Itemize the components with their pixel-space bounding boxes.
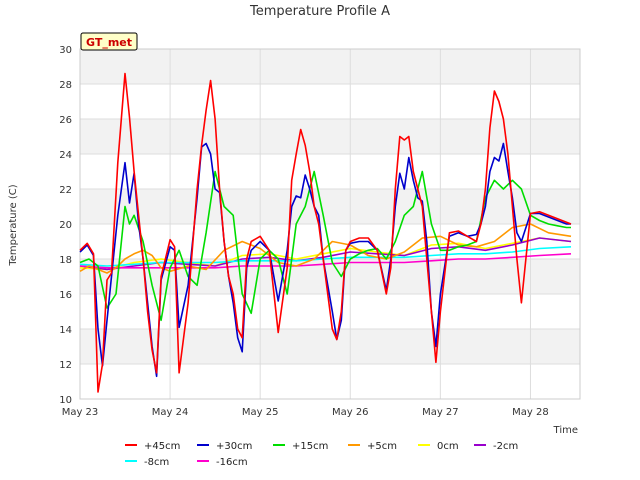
series-line-+5cm (79, 223, 572, 274)
x-tick-label: May 26 (332, 407, 369, 418)
gt-met-badge: GT_met (80, 32, 138, 51)
series-line-+45cm (79, 72, 572, 393)
badge-box (80, 32, 138, 51)
legend-label: 0cm (437, 441, 459, 452)
x-tick-label: May 24 (152, 407, 189, 418)
y-tick-label: 18 (59, 255, 72, 266)
y-tick-label: 16 (59, 290, 72, 301)
series-lines (79, 72, 572, 393)
y-axis-ticks: 10 12 14 16 18 20 22 24 26 28 30 (59, 45, 72, 406)
legend: +45cm +30cm +15cm +5cm 0cm -2cm -8cm -16cm (125, 441, 518, 468)
band (80, 119, 580, 154)
x-tick-label: May 27 (422, 407, 459, 418)
y-tick-label: 30 (59, 45, 72, 56)
band (80, 49, 580, 84)
y-tick-label: 24 (59, 150, 72, 161)
y-tick-label: 20 (59, 220, 72, 231)
legend-label: +5cm (367, 441, 397, 452)
series-line-+15cm (79, 170, 571, 322)
band (80, 329, 580, 364)
y-axis-label: Temperature (C) (8, 184, 19, 266)
x-axis-label: Time (553, 425, 578, 436)
legend-label: -16cm (216, 457, 248, 468)
badge-label: GT_met (86, 36, 132, 49)
y-tick-label: 14 (59, 325, 72, 336)
x-tick-label: May 23 (62, 407, 99, 418)
y-tick-label: 10 (59, 395, 72, 406)
legend-label: -8cm (144, 457, 169, 468)
legend-label: -2cm (493, 441, 518, 452)
y-tick-label: 22 (59, 185, 72, 196)
chart-title: Temperature Profile A (249, 4, 390, 19)
x-axis-ticks: May 23 May 24 May 25 May 26 May 27 May 28 (62, 407, 549, 418)
x-tick-label: May 28 (512, 407, 549, 418)
legend-label: +45cm (144, 441, 180, 452)
band (80, 189, 580, 224)
legend-label: +15cm (292, 441, 328, 452)
legend-label: +30cm (216, 441, 252, 452)
y-tick-label: 26 (59, 115, 72, 126)
plot-frame (79, 48, 581, 400)
y-tick-label: 12 (59, 360, 72, 371)
x-tick-label: May 25 (242, 407, 279, 418)
y-tick-label: 28 (59, 80, 72, 91)
